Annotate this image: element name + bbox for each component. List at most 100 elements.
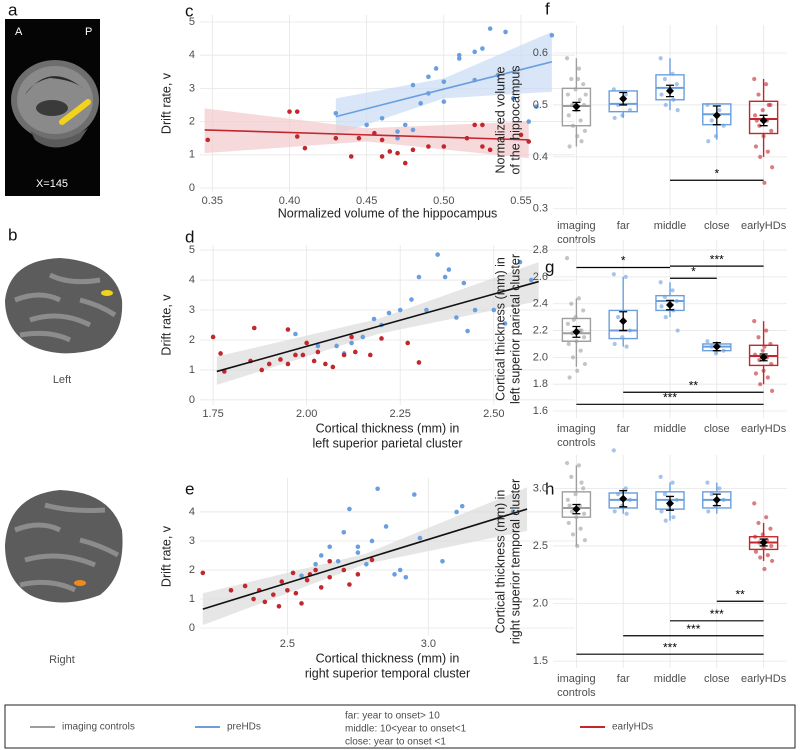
fit-line [216,280,539,373]
point [534,104,539,109]
point [285,588,290,593]
point [706,139,711,144]
x-tick-label: 0.55 [510,195,531,207]
point [612,341,617,347]
mean-marker [759,116,768,125]
point [266,361,272,367]
point [659,509,664,514]
x-tick-label: 0.35 [202,195,223,207]
panel-letter: f [545,0,550,18]
point [397,307,403,313]
point [364,561,369,567]
x-tick-label: far [616,220,630,232]
point [623,486,628,491]
mean-marker [619,494,628,503]
point [299,573,304,579]
point [623,274,628,279]
x-tick-label: middle [653,423,687,435]
point [503,29,508,35]
point [624,511,629,516]
box [608,90,638,113]
point [472,122,477,128]
x-tick-label: close [703,220,730,232]
point [624,344,629,349]
mean-marker [619,317,628,326]
point [623,92,628,97]
point [210,334,216,340]
point [465,328,470,334]
point [341,352,347,358]
point [764,82,769,87]
point [770,558,775,564]
point [662,492,667,497]
point [369,557,375,563]
legend-note: middle: 10<year to onset<1 [345,724,467,735]
point [461,280,467,286]
x-tick-label: 3.0 [421,638,436,650]
point [770,388,775,394]
y-tick-label: 2.8 [533,244,548,256]
point [454,509,459,515]
point [387,149,393,154]
point [764,328,769,333]
significance-label: * [621,254,626,268]
point [717,486,722,491]
box [608,309,638,340]
point [251,325,257,331]
point [583,92,588,97]
point [569,474,574,479]
point [441,144,447,149]
y-axis-title: of the hippocampus [508,65,522,174]
point [752,501,757,506]
point [355,572,361,577]
point [765,553,770,558]
point [347,506,352,512]
legend-label: earlyHDs [612,722,653,733]
point [403,574,409,580]
point [612,509,617,514]
x-tick-label-box: far [617,673,630,685]
point [564,460,570,466]
x-tick-label-box: far [616,220,630,232]
point [480,46,485,51]
point [578,526,583,531]
x-axis-title: Normalized volume of the hippocampus [278,206,498,220]
point [573,492,578,497]
point [402,160,408,166]
point [299,601,304,606]
point [334,343,339,349]
point [364,122,369,128]
point [528,277,534,283]
x-tick-label-box: far [617,423,630,435]
point [582,361,588,367]
mean-marker [666,86,674,95]
point [416,360,422,365]
brain-right [5,490,123,603]
point [313,561,318,567]
y-tick-label: 1.5 [533,655,548,667]
point [379,154,385,159]
panel-letter: a [8,0,18,19]
x-tick-label-box: middle [653,423,687,435]
x-tick-label-box: middle [654,673,686,685]
mean-marker [666,301,674,310]
point [517,259,523,265]
point [347,582,352,587]
point [752,76,757,82]
point [294,134,300,139]
point [569,76,574,82]
y-tick-label: 2.0 [533,351,548,363]
y-tick-label: 1.6 [533,405,548,417]
legend-note: far: year to onset> 10 [345,711,440,722]
point [379,115,385,121]
point [567,503,572,508]
point [355,550,361,555]
point [487,26,493,31]
point [612,115,617,121]
confidence-band [204,108,529,159]
point [675,108,680,113]
point [379,336,384,341]
y-tick-label: 1 [189,593,195,605]
point [417,535,423,541]
point [570,355,576,360]
